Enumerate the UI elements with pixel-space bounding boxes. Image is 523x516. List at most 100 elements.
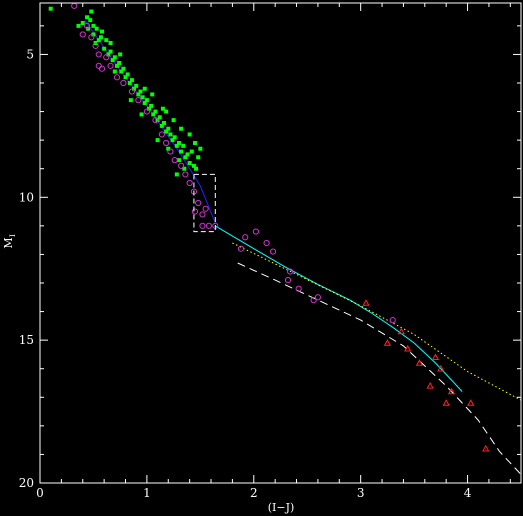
point-square-9 [96,38,101,43]
point-square-10 [98,35,103,40]
point-triangle-4 [415,359,424,366]
point-circle-26 [199,211,206,218]
point-circle-27 [202,205,209,212]
x-tick-label: 0 [36,486,44,500]
model-line-solid-0 [215,225,463,392]
point-circle-15 [152,117,159,124]
point-square-6 [91,23,96,28]
point-square-27 [132,86,137,91]
point-triangle-9 [447,387,456,395]
point-circle-2 [83,22,91,29]
point-square-38 [153,109,158,114]
axis-ticks: 0 1 2 3 4 5 10 15 20 [19,3,521,500]
point-square-3 [85,15,90,20]
point-square-18 [114,63,119,68]
point-circle-41 [389,317,396,324]
point-circle-12 [128,88,136,95]
point-square-65 [160,106,165,111]
point-square-68 [182,166,187,171]
point-square-67 [198,146,203,151]
point-square-58 [194,166,199,171]
point-square-4 [88,18,93,23]
point-circle-38 [295,285,302,292]
x-tick-label: 2 [250,486,258,500]
point-circle-37 [284,277,292,284]
point-square-71 [118,52,123,57]
model-line-dotted-1 [232,242,522,401]
point-circle-22 [186,179,193,187]
point-square-56 [189,149,194,154]
point-square-34 [128,98,133,103]
point-triangle-6 [431,353,440,361]
x-axis-label: (I−J) [268,501,295,514]
point-square-36 [149,103,154,108]
point-triangle-1 [383,339,392,346]
y-tick-label: 15 [19,333,34,347]
point-circle-16 [158,131,165,138]
point-square-14 [106,52,111,57]
point-square-1 [76,23,81,28]
point-square-25 [127,81,132,85]
point-circle-39 [310,297,317,304]
point-square-64 [171,118,176,123]
point-circle-3 [88,34,95,41]
x-tick-label: 4 [464,486,472,500]
point-square-22 [123,75,128,80]
point-circle-9 [107,62,114,69]
point-square-17 [112,55,117,60]
point-square-53 [183,155,188,160]
point-square-37 [151,112,156,117]
point-circle-35 [269,248,277,255]
point-square-51 [179,149,184,154]
point-circle-32 [242,234,249,241]
point-circle-5 [95,51,102,58]
point-square-21 [121,66,126,71]
y-tick-label: 10 [19,190,34,204]
point-square-77 [179,126,184,131]
point-circle-14 [143,108,150,115]
y-tick-label: 5 [26,47,34,61]
point-square-44 [166,126,171,131]
point-square-29 [136,92,141,97]
point-triangle-11 [482,444,490,452]
point-circle-24 [195,199,202,207]
point-square-30 [138,89,143,94]
point-square-40 [157,115,162,120]
point-circle-8 [103,54,110,61]
point-square-33 [144,98,149,103]
point-square-48 [172,135,177,140]
point-square-35 [147,106,152,111]
point-circle-4 [92,42,99,49]
point-circle-29 [199,222,206,229]
point-triangle-10 [467,399,475,406]
point-square-32 [142,101,147,105]
point-circle-36 [287,268,294,275]
highlight-box [193,173,216,233]
point-square-42 [161,121,166,125]
point-circle-1 [79,31,86,38]
point-triangle-0 [362,299,370,306]
point-square-60 [176,158,181,163]
point-square-70 [142,86,147,91]
point-circle-33 [252,228,260,235]
point-circle-34 [263,239,270,247]
point-square-50 [176,141,181,145]
point-circle-11 [120,79,127,87]
point-circle-21 [182,171,189,178]
point-triangle-2 [397,327,405,335]
dashed-selection-box [193,173,216,233]
point-square-49 [174,143,179,148]
point-square-26 [129,78,134,83]
point-square-15 [108,49,113,54]
point-square-75 [155,138,160,143]
point-square-54 [185,152,190,157]
point-square-2 [80,21,85,25]
point-circle-31 [237,245,245,252]
y-axis-label-group: M I [2,234,17,249]
point-circle-40 [314,294,322,301]
point-circle-7 [95,62,102,69]
point-square-7 [91,32,96,37]
point-square-69 [174,172,179,177]
point-square-24 [112,69,117,74]
point-triangle-8 [442,399,450,406]
